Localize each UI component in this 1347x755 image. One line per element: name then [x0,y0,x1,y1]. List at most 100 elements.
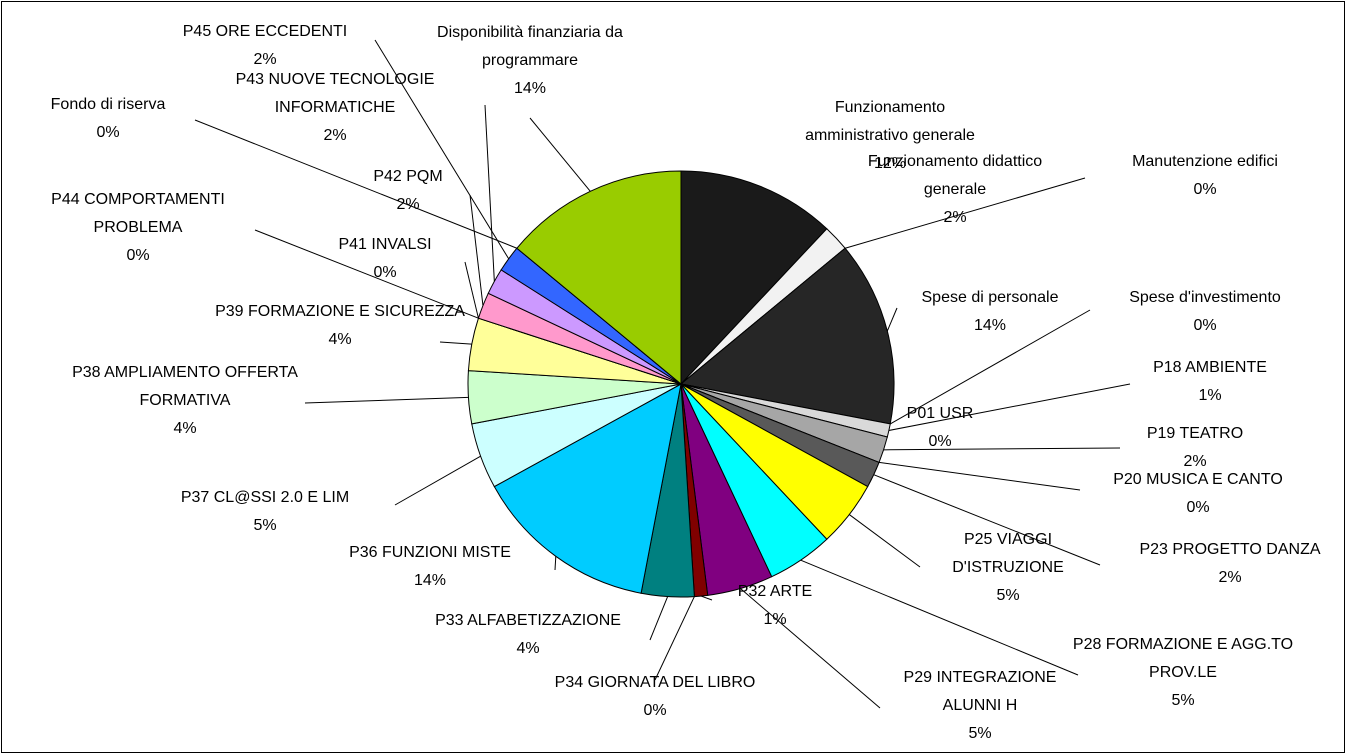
category-name: P36 FUNZIONI MISTE [349,544,511,561]
leader-line [654,596,695,681]
value-label: 4% [328,331,352,348]
category-name: P42 PQM [373,168,443,185]
category-name: Funzionamento didattico generale [867,153,1043,198]
leader-line [469,194,484,306]
slice-label: Disponibilità finanziaria da programmare… [395,19,665,103]
value-label: 4% [516,640,540,657]
category-name: Disponibilità finanziaria da programmare [437,24,623,69]
value-label: 0% [373,264,397,281]
category-name: P38 AMPLIAMENTO OFFERTA FORMATIVA [72,364,298,409]
slice-label: Funzionamento didattico generale 2% [835,148,1075,232]
category-name: P18 AMBIENTE [1153,359,1267,376]
category-name: Funzionamento amministrativo generale [805,99,975,144]
value-label: 14% [513,80,547,97]
slice-label: Spese d'investimento 0% [1095,284,1315,340]
leader-line [878,461,1081,491]
value-label: 12% [873,155,907,172]
value-label: 2% [323,127,347,144]
leader-line [649,596,669,641]
value-label: 0% [126,247,150,264]
category-name: P45 ORE ECCEDENTI [182,23,348,40]
slice-label: Manutenzione edifici 0% [1095,148,1315,204]
leader-line [888,383,1131,431]
leader-line [439,341,472,345]
category-name: P29 INTEGRAZIONE ALUNNI H [903,669,1057,714]
slice-label: P39 FORMAZIONE E SICUREZZA 4% [215,298,465,354]
value-label: 1% [763,611,787,628]
value-label: 2% [253,51,277,68]
leader-line [740,588,881,709]
value-label: 0% [1186,499,1210,516]
value-label: 2% [1183,453,1207,470]
leader-line [700,595,713,601]
slice-label: P45 ORE ECCEDENTI 2% [155,18,375,74]
value-label: 2% [943,209,967,226]
value-label: 5% [968,725,992,742]
category-name: P37 CL@SSI 2.0 E LIM [180,489,350,506]
value-label: 0% [1193,181,1217,198]
value-label: 14% [973,317,1007,334]
category-name: Fondo di riserva [50,96,166,113]
slice-label: P29 INTEGRAZIONE ALUNNI H 5% [880,664,1080,748]
value-label: 0% [928,433,952,450]
value-label: 2% [1218,569,1242,586]
value-label: 0% [643,702,667,719]
category-name: Spese d'investimento [1129,289,1281,306]
value-label: 5% [996,587,1020,604]
slice-label: P23 PROGETTO DANZA 2% [1105,536,1347,592]
slice-label: P37 CL@SSI 2.0 E LIM 5% [145,484,385,540]
slice-label: P41 INVALSI 0% [310,231,460,287]
slice-label: P20 MUSICA E CANTO 0% [1078,466,1318,522]
category-name: Spese di personale [921,289,1059,306]
slice-label: P44 COMPORTAMENTI PROBLEMA 0% [8,186,268,270]
value-label: 5% [253,517,277,534]
category-name: P41 INVALSI [338,236,432,253]
leader-line [194,119,518,249]
value-label: 2% [396,196,420,213]
pie-slice [516,170,682,386]
leader-line [889,309,1091,425]
slice-label: Funzionamento amministrativo generale 12% [790,94,990,178]
leader-line [873,474,1101,566]
slice-label: P38 AMPLIAMENTO OFFERTA FORMATIVA 4% [50,359,320,443]
slice-label: P32 ARTE 1% [715,578,835,634]
value-label: 0% [1193,317,1217,334]
leader-line [529,117,591,192]
category-name: P44 COMPORTAMENTI PROBLEMA [51,191,225,236]
value-label: 0% [96,124,120,141]
slice-label: P42 PQM 2% [348,163,468,219]
slice-label: Spese di personale 14% [890,284,1090,340]
slice-label: P18 AMBIENTE 1% [1110,354,1310,410]
leader-line [374,39,510,260]
leader-line [464,261,479,319]
category-name: P43 NUOVE TECNOLOGIE INFORMATICHE [235,71,435,116]
leader-line [554,556,557,571]
category-name: P32 ARTE [737,583,813,600]
slice-label: Fondo di riserva 0% [8,91,208,147]
leader-line [254,229,479,319]
value-label: 14% [413,572,447,589]
category-name: P28 FORMAZIONE E AGG.TO PROV.LE [1072,636,1294,681]
leader-line [844,177,1086,249]
slice-label: P19 TEATRO 2% [1095,420,1295,476]
category-name: P34 GIORNATA DEL LIBRO [554,674,756,691]
slice-label: P36 FUNZIONI MISTE 14% [310,539,550,595]
category-name: P01 USR [906,405,974,422]
leader-line [849,514,921,568]
category-name: P19 TEATRO [1146,425,1244,442]
value-label: 5% [1171,692,1195,709]
slice-label: P01 USR 0% [880,400,1000,456]
value-label: 1% [1198,387,1222,404]
category-name: P33 ALFABETIZZAZIONE [435,612,621,629]
category-name: Manutenzione edifici [1132,153,1278,170]
category-name: P39 FORMAZIONE E SICUREZZA [215,303,465,320]
slice-label: P34 GIORNATA DEL LIBRO 0% [550,669,760,725]
leader-line [886,307,898,332]
pie-slice [680,170,828,386]
slice-label: P43 NUOVE TECNOLOGIE INFORMATICHE 2% [190,66,480,150]
leader-line [800,559,1079,676]
leader-line [883,447,1121,451]
